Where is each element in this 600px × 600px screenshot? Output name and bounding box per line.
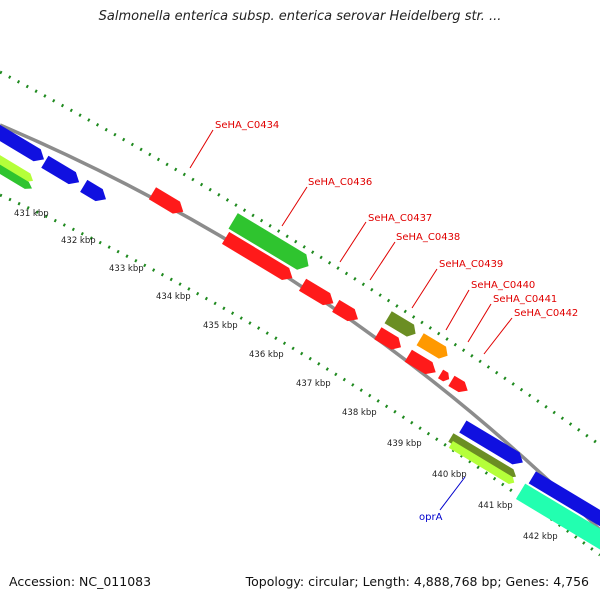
kbp-label-442: 442 kbp — [523, 532, 558, 542]
summary-label: Topology: circular; Length: 4,888,768 bp… — [245, 574, 589, 589]
gene-c0436 — [228, 213, 309, 270]
gene-aqua-right — [515, 483, 600, 554]
leader-line-opra — [439, 476, 466, 511]
gene-c0434 — [148, 187, 184, 214]
gene-label-c0441: SeHA_C0441 — [493, 294, 557, 305]
gene-label-c0437: SeHA_C0437 — [368, 213, 432, 224]
gene-c0442 — [448, 375, 468, 393]
gene-blue-2 — [41, 155, 80, 185]
accession-label: Accession: NC_011083 — [9, 574, 152, 589]
kbp-label-435: 435 kbp — [203, 321, 238, 331]
gene-blue-3 — [80, 179, 107, 202]
kbp-label-431: 431 kbp — [14, 209, 49, 219]
gene-green-left — [0, 156, 32, 189]
gene-label-c0434: SeHA_C0434 — [215, 120, 279, 131]
leader-line-c0434 — [189, 129, 214, 169]
leader-line-c0437 — [339, 221, 367, 263]
gene-blue-right-1 — [459, 420, 523, 465]
gene-c0439 — [384, 311, 416, 337]
gene-c0440 — [416, 333, 448, 359]
map-title: Salmonella enterica subsp. enterica sero… — [98, 9, 502, 24]
gene-red-small — [437, 369, 450, 382]
gene-c0437 — [298, 278, 334, 306]
leader-line-c0442 — [483, 317, 513, 355]
gene-olive-right — [448, 433, 517, 478]
gene-blue-1 — [0, 113, 45, 162]
leader-line-c0438 — [369, 241, 396, 281]
gene-blue-right-2 — [528, 471, 600, 532]
gene-yellow-green-right — [448, 441, 515, 484]
gene-c0438 — [332, 299, 359, 322]
kbp-label-434: 434 kbp — [156, 292, 191, 302]
gene-yellow-green-left — [0, 147, 34, 183]
kbp-label-438: 438 kbp — [342, 408, 377, 418]
kbp-label-437: 437 kbp — [296, 379, 331, 389]
gene-c0441 — [404, 349, 436, 375]
gene-label-c0438: SeHA_C0438 — [396, 232, 460, 243]
gene-label-opra: oprA — [419, 512, 443, 523]
gene-red-a — [374, 327, 402, 350]
kbp-label-440: 440 kbp — [432, 470, 467, 480]
gene-label-c0439: SeHA_C0439 — [439, 259, 503, 270]
gene-label-c0442: SeHA_C0442 — [514, 308, 578, 319]
kbp-label-432: 432 kbp — [61, 236, 96, 246]
leader-line-c0441 — [467, 303, 492, 343]
leader-line-c0436 — [281, 186, 308, 227]
gene-label-c0440: SeHA_C0440 — [471, 280, 535, 291]
gene-label-c0436: SeHA_C0436 — [308, 177, 372, 188]
kbp-label-439: 439 kbp — [387, 439, 422, 449]
leader-lines — [189, 129, 513, 511]
kbp-label-441: 441 kbp — [478, 501, 513, 511]
leader-line-c0439 — [411, 268, 438, 309]
leader-line-c0440 — [445, 289, 470, 331]
kbp-label-433: 433 kbp — [109, 264, 144, 274]
gene-labels: SeHA_C0434 SeHA_C0436 SeHA_C0437 SeHA_C0… — [215, 120, 578, 523]
kbp-labels: 431 kbp 432 kbp 433 kbp 434 kbp 435 kbp … — [14, 209, 558, 542]
features — [0, 113, 600, 554]
gene-red-long — [221, 231, 293, 280]
kbp-label-436: 436 kbp — [249, 350, 284, 360]
